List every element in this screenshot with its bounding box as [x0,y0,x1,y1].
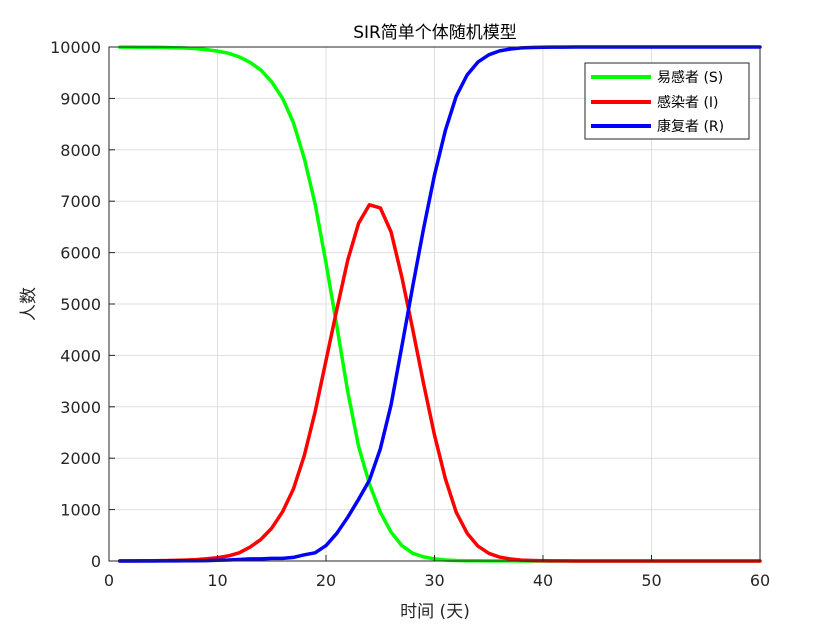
y-tick-label: 7000 [60,192,101,211]
x-axis-ticks: 0 10 20 30 40 50 60 [104,555,770,590]
y-tick-label: 5000 [60,295,101,314]
legend: 易感者 (S) 感染者 (I) 康复者 (R) [584,62,750,140]
y-tick-label: 10000 [50,38,101,57]
y-tick-label: 4000 [60,346,101,365]
y-tick-label: 8000 [60,141,101,160]
legend-label-recovered: 康复者 (R) [657,118,724,135]
y-axis-label: 人数 [19,287,39,321]
x-tick-label: 60 [750,571,770,590]
y-tick-label: 2000 [60,449,101,468]
x-tick-label: 40 [533,571,553,590]
y-tick-label: 1000 [60,501,101,520]
y-tick-label: 0 [91,552,101,571]
x-tick-label: 10 [207,571,227,590]
y-tick-label: 9000 [60,89,101,108]
x-tick-label: 0 [104,571,114,590]
y-tick-label: 3000 [60,398,101,417]
y-axis-ticks: 0 1000 2000 3000 4000 5000 6000 7000 8000 9000 100… [50,38,115,571]
x-tick-label: 20 [316,571,336,590]
chart-title: SIR简单个体随机模型 [353,23,517,43]
legend-label-infected: 感染者 (I) [657,94,719,111]
x-axis-label: 时间 (天) [400,602,470,622]
x-tick-label: 30 [424,571,444,590]
legend-label-susceptible: 易感者 (S) [657,69,723,86]
y-tick-label: 6000 [60,244,101,263]
x-tick-label: 50 [641,571,661,590]
